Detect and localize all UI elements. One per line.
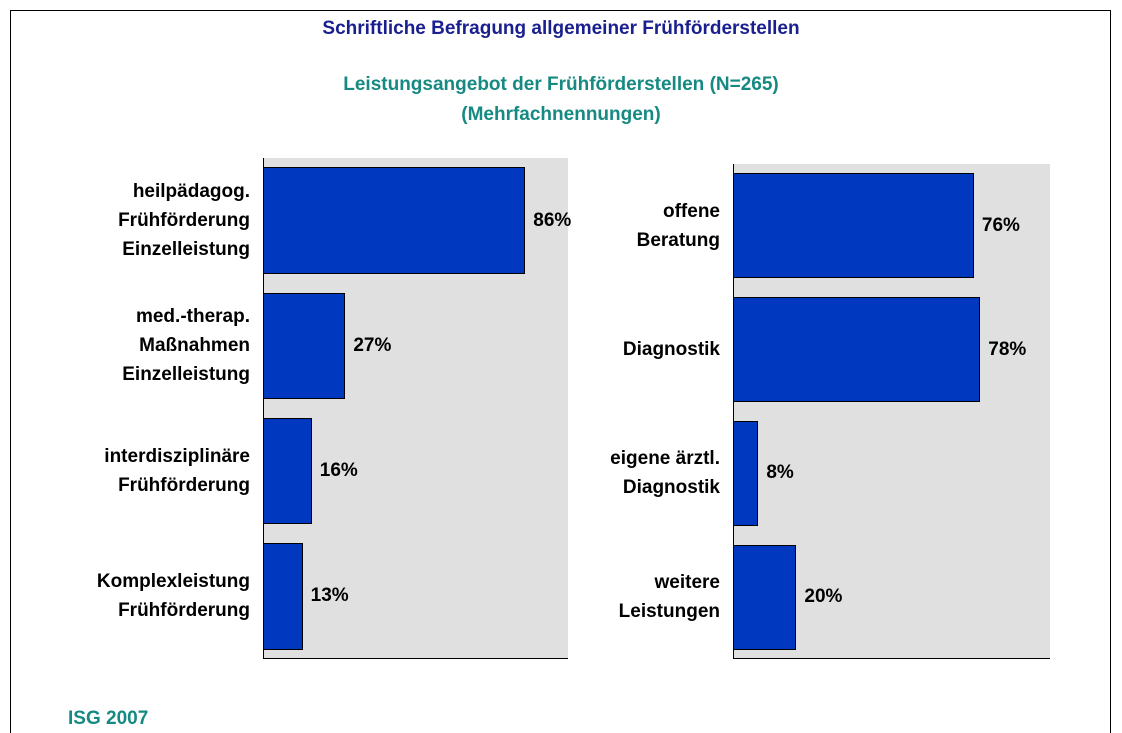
category-label: offene Beratung (636, 200, 720, 251)
value-label: 16% (319, 460, 358, 482)
frame (10, 10, 1111, 733)
value-label: 8% (766, 462, 794, 484)
bar (263, 417, 312, 525)
category-label: interdisziplinäre Frühförderung (104, 446, 250, 497)
bar (733, 173, 974, 279)
value-label: 20% (804, 586, 843, 608)
category-label: eigene ärztl. Diagnostik (610, 448, 720, 499)
bar (263, 167, 526, 274)
category-label: med.-therap. Maßnahmen Einzelleistung (122, 306, 250, 386)
value-label: 27% (353, 334, 392, 356)
category-label: weitere Leistungen (618, 572, 720, 623)
value-label: 86% (533, 209, 572, 231)
value-label: 13% (310, 585, 349, 607)
bar (263, 543, 303, 650)
subtitle: Leistungsangebot der Frühförderstellen (… (343, 74, 779, 125)
value-label: 78% (988, 338, 1027, 360)
bar (733, 297, 981, 403)
category-label: Komplexleistung Frühförderung (96, 571, 250, 622)
title: Schriftliche Befragung allgemeiner Frühf… (322, 18, 800, 39)
value-label: 76% (981, 214, 1020, 236)
bar (733, 544, 797, 650)
source: ISG 2007 (68, 708, 149, 729)
category-label: heilpädagog. Frühförderung Einzelleistun… (118, 181, 250, 261)
category-label: Diagnostik (622, 339, 720, 361)
bar (263, 292, 346, 400)
bar (733, 420, 759, 526)
